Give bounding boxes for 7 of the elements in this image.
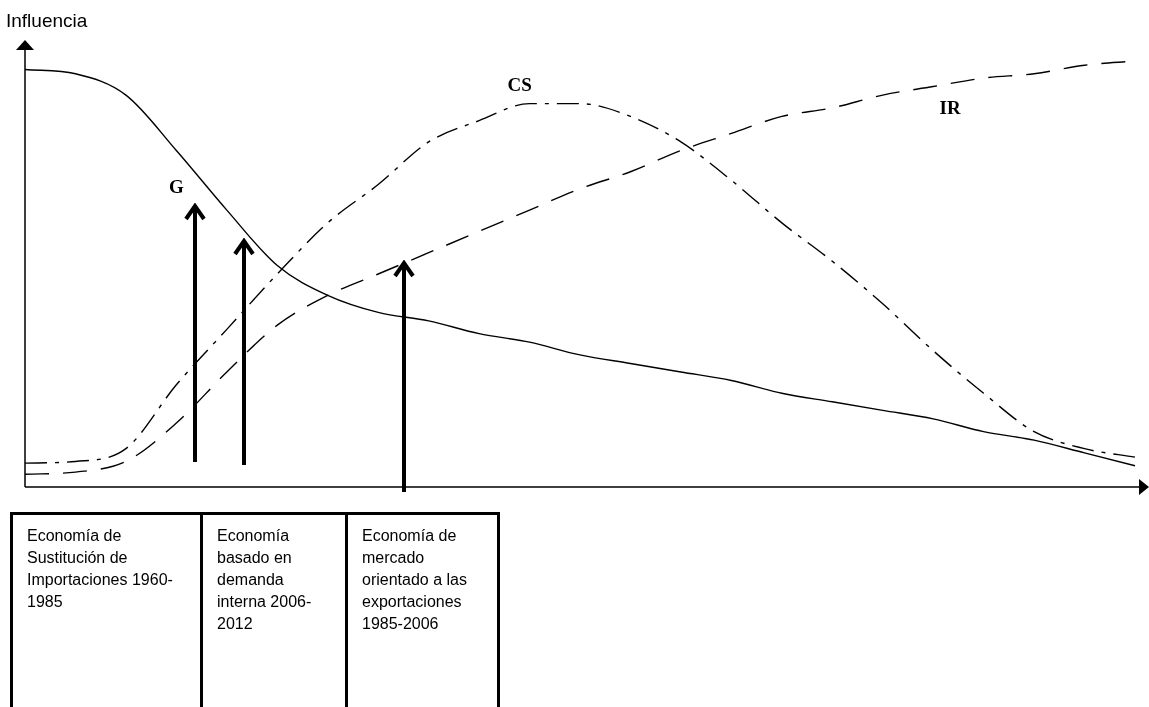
y-axis-title: Influencia	[6, 10, 88, 32]
text: Economía basado en demanda interna 2006-2012	[200, 515, 345, 707]
text: Economía de mercado orientado a las exportaciones 1985-2006	[345, 515, 500, 707]
series-label: IR	[939, 97, 962, 119]
series-label: G	[168, 176, 184, 198]
series-label: CS	[507, 73, 532, 95]
text: Economía de Sustitución de Importaciones 1960-1985	[10, 515, 200, 707]
